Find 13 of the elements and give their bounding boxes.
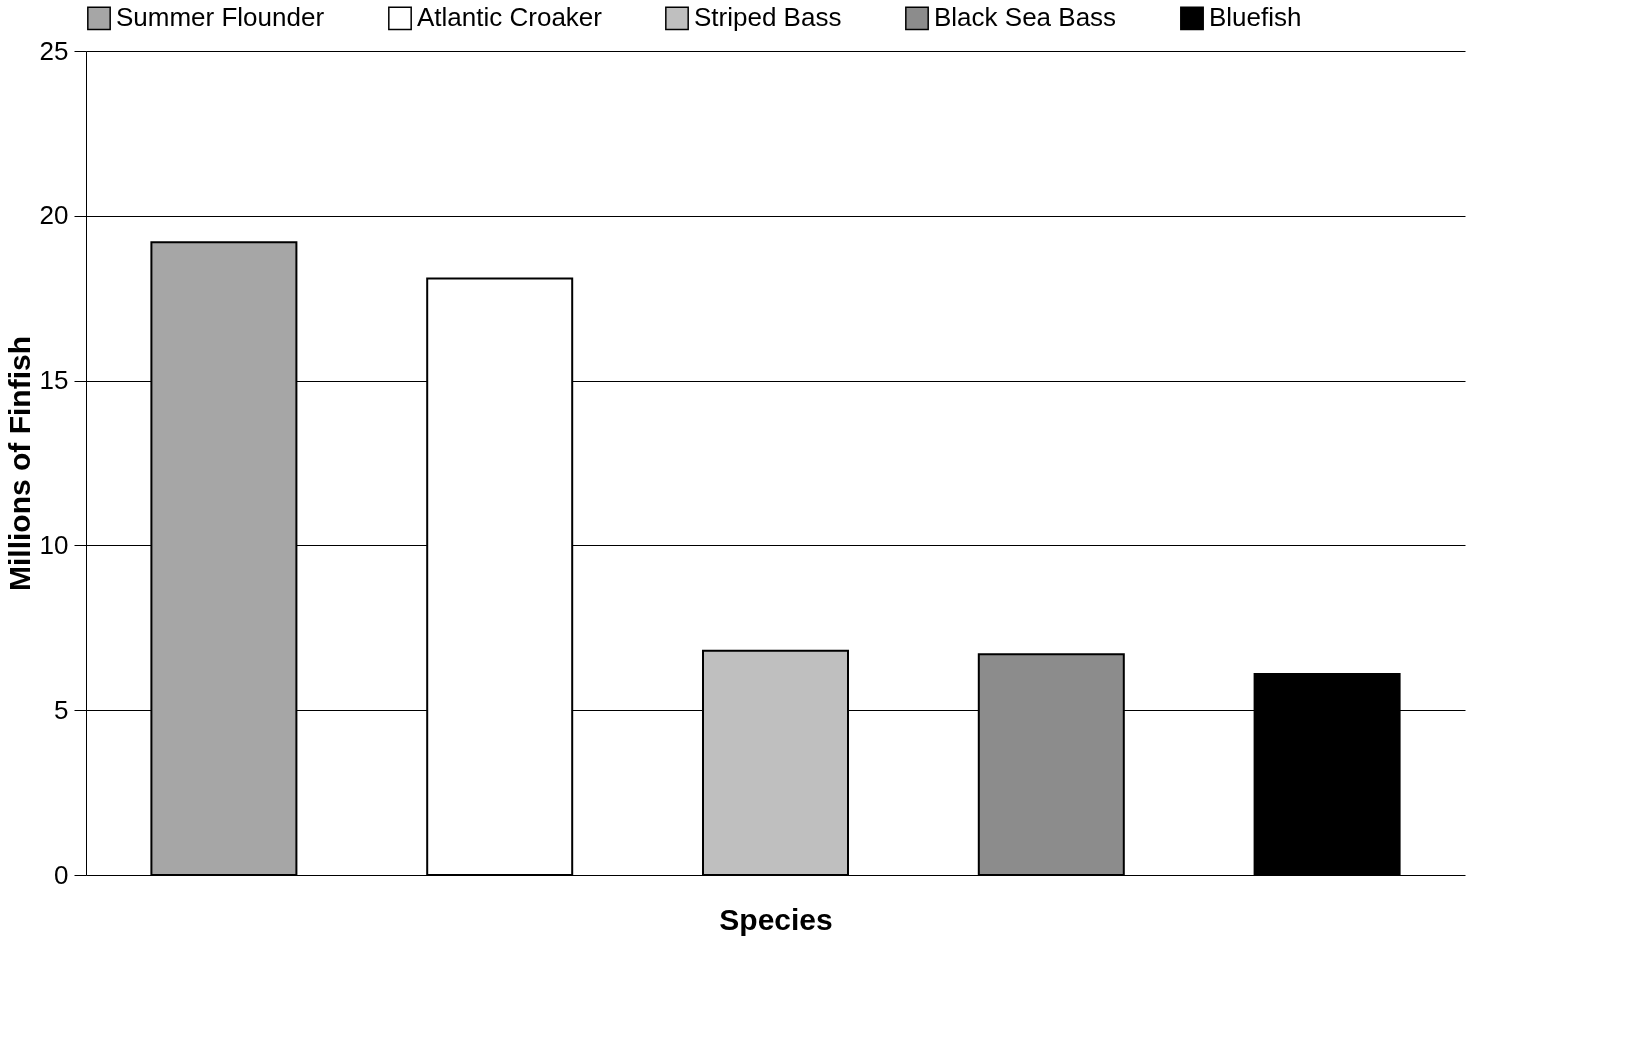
legend-label: Summer Flounder (116, 2, 325, 33)
y-axis-title: Millions of Finfish (2, 336, 36, 591)
y-tick-label: 15 (39, 365, 69, 396)
y-tick-label: 10 (39, 529, 69, 560)
y-tick-label: 25 (39, 35, 69, 66)
y-tick-label: 5 (54, 694, 69, 725)
legend-label: Bluefish (1209, 2, 1302, 33)
legend-label: Atlantic Croaker (417, 2, 603, 33)
legend-label: Striped Bass (694, 2, 842, 33)
y-tick-label: 0 (54, 859, 69, 890)
y-tick-label: 20 (39, 200, 69, 231)
x-axis-title: Species (719, 902, 833, 936)
legend-label: Black Sea Bass (934, 2, 1117, 33)
